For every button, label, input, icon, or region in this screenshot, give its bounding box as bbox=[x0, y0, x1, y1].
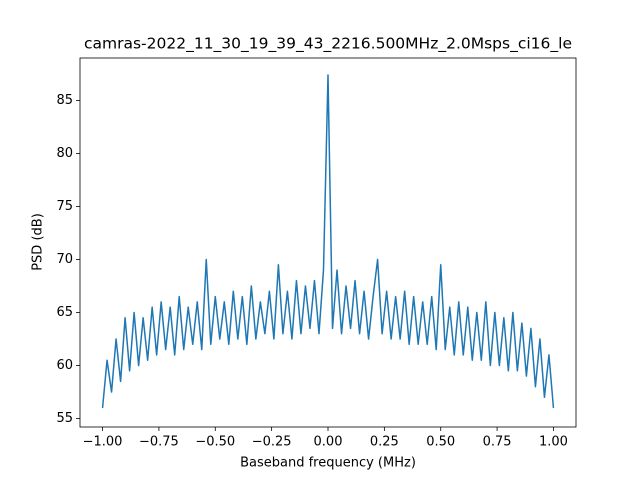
chart-title: camras-2022_11_30_19_39_43_2216.500MHz_2… bbox=[84, 35, 572, 54]
y-tick-label: 80 bbox=[56, 146, 73, 161]
x-tick-label: −0.75 bbox=[139, 435, 179, 450]
x-tick-label: 0.00 bbox=[314, 435, 343, 450]
y-tick-label: 60 bbox=[56, 358, 73, 373]
x-tick-label: −0.50 bbox=[195, 435, 235, 450]
y-axis-label: PSD (dB) bbox=[31, 213, 46, 271]
y-tick-label: 85 bbox=[56, 93, 73, 108]
y-tick-label: 55 bbox=[56, 411, 73, 426]
x-tick-label: 0.50 bbox=[426, 435, 455, 450]
plot-frame bbox=[79, 57, 577, 428]
x-tick-label: −1.00 bbox=[83, 435, 123, 450]
x-tick-label: 0.75 bbox=[483, 435, 512, 450]
x-tick-label: −0.25 bbox=[252, 435, 292, 450]
y-tick-label: 65 bbox=[56, 305, 73, 320]
y-tick-label: 75 bbox=[56, 199, 73, 214]
x-tick-label: 1.00 bbox=[539, 435, 568, 450]
x-tick-label: 0.25 bbox=[370, 435, 399, 450]
y-tick-label: 70 bbox=[56, 252, 73, 267]
psd-line bbox=[101, 74, 555, 408]
x-axis-label: Baseband frequency (MHz) bbox=[240, 456, 416, 471]
